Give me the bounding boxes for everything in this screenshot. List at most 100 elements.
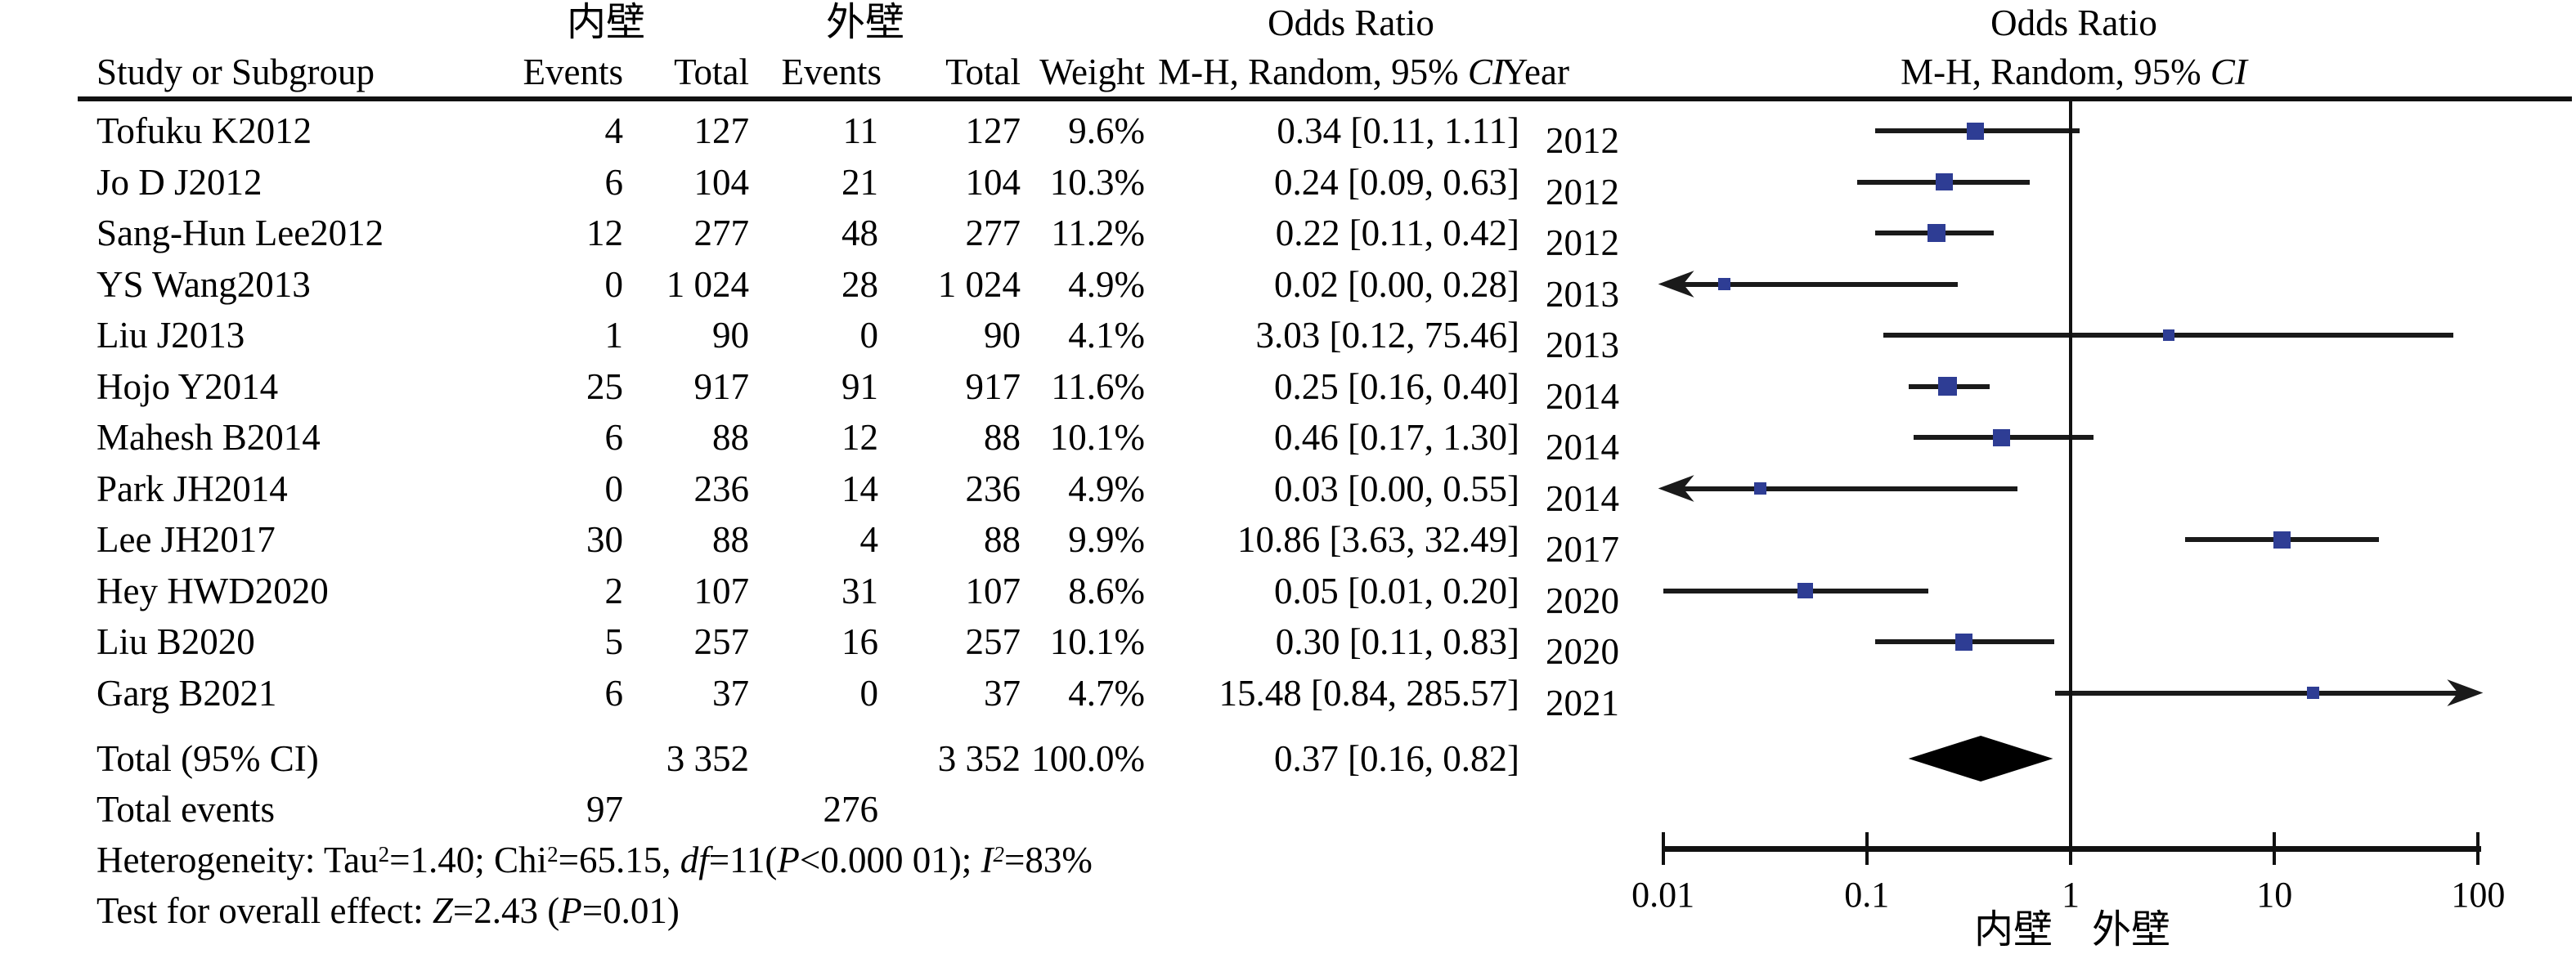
or-ci-text: 10.86 [3.63, 32.49]: [1237, 519, 1519, 560]
year-value: 2012: [1546, 120, 1619, 161]
axis-tick: [2476, 832, 2480, 865]
col-header-events-inner: Events: [523, 52, 623, 92]
total-outer-n: 3 352: [937, 738, 1021, 779]
total-inner: 277: [693, 213, 750, 253]
events-outer: 31: [841, 570, 878, 611]
year-value: 2017: [1546, 529, 1619, 570]
axis-tick-label: 100: [2451, 875, 2506, 915]
het-p-italic: P: [777, 840, 800, 880]
het-text: =65.15,: [558, 840, 680, 880]
study-name: Tofuku K2012: [96, 110, 312, 151]
weight-value: 11.6%: [1051, 365, 1145, 407]
weight-value: 10.1%: [1049, 621, 1145, 662]
weight-value: 8.6%: [1068, 570, 1145, 611]
total-inner: 917: [693, 365, 750, 407]
or-ci-text: 0.46 [0.17, 1.30]: [1274, 417, 1519, 458]
test-text: =2.43 (: [452, 890, 560, 931]
study-name: Liu J2013: [96, 315, 245, 356]
events-inner: 1: [604, 315, 624, 356]
study-name: Jo D J2012: [96, 161, 263, 203]
year-value: 2013: [1546, 325, 1619, 365]
het-df-italic: df: [680, 840, 709, 880]
study-name: Sang-Hun Lee2012: [96, 213, 384, 253]
pooled-effect-diamond: [1908, 736, 2053, 782]
null-effect-line: [2069, 101, 2072, 849]
total-inner: 107: [693, 570, 750, 611]
axis-tick-label: 10: [2256, 875, 2293, 915]
mh-ci-right-italic: CI: [2210, 52, 2247, 92]
effect-marker: [1966, 122, 1984, 140]
total-outer: 104: [965, 161, 1021, 203]
total-outer: 1 024: [937, 263, 1021, 305]
ci-line: [1672, 281, 1959, 287]
col-header-study: Study or Subgroup: [96, 52, 375, 92]
total-outer: 236: [965, 468, 1021, 509]
events-inner: 4: [604, 110, 624, 151]
total-events-inner: 97: [586, 789, 623, 830]
study-name: Hey HWD2020: [96, 570, 329, 611]
total-inner: 90: [712, 315, 749, 356]
events-outer: 91: [841, 365, 878, 407]
total-inner: 88: [712, 417, 749, 458]
or-ci-text: 0.05 [0.01, 0.20]: [1274, 570, 1519, 611]
total-inner-n: 3 352: [666, 738, 749, 779]
weight-value: 4.1%: [1068, 315, 1145, 356]
mh-ci-prefix: M-H, Random, 95%: [1158, 52, 1468, 92]
overall-effect-line: Test for overall effect: Z=2.43 (P=0.01): [96, 889, 680, 932]
or-ci-text: 0.03 [0.00, 0.55]: [1274, 468, 1519, 509]
events-outer: 11: [842, 110, 878, 151]
events-outer: 4: [859, 519, 879, 560]
events-inner: 0: [604, 468, 624, 509]
axis-tick: [1865, 832, 1869, 865]
events-inner: 25: [586, 365, 623, 407]
year-value: 2014: [1546, 427, 1619, 468]
axis-tick: [2273, 832, 2277, 865]
events-outer: 48: [841, 213, 878, 253]
total-inner: 236: [693, 468, 750, 509]
or-ci-text: 0.34 [0.11, 1.11]: [1277, 110, 1519, 151]
total-inner: 88: [712, 519, 749, 560]
events-inner: 2: [604, 570, 624, 611]
effect-marker: [1797, 583, 1814, 598]
ci-line: [2055, 690, 2469, 696]
year-value: 2013: [1546, 273, 1619, 315]
odds-ratio-title-right: Odds Ratio: [1990, 2, 2157, 43]
study-name: Park JH2014: [96, 468, 288, 509]
het-text: <0.000 01);: [799, 840, 981, 880]
or-ci-text: 0.24 [0.09, 0.63]: [1274, 161, 1519, 203]
study-name: Hojo Y2014: [96, 365, 279, 407]
axis-tick-label: 1: [2062, 875, 2080, 915]
het-sup: 2: [547, 841, 559, 867]
group-header-inner-wall: 内壁: [566, 1, 645, 44]
weight-value: 9.9%: [1068, 519, 1145, 560]
or-ci-text: 0.30 [0.11, 0.83]: [1275, 621, 1519, 662]
events-outer: 28: [841, 263, 878, 305]
total-outer: 88: [984, 519, 1021, 560]
test-z-italic: Z: [432, 890, 453, 931]
events-inner: 6: [604, 672, 624, 714]
effect-marker: [2162, 329, 2174, 341]
total-events-label: Total events: [96, 789, 276, 830]
events-outer: 16: [841, 621, 878, 662]
or-ci-text: 0.02 [0.00, 0.28]: [1274, 263, 1519, 305]
effect-marker: [1718, 278, 1731, 290]
col-header-total-inner: Total: [674, 52, 749, 92]
events-inner: 5: [604, 621, 624, 662]
weight-value: 11.2%: [1051, 213, 1145, 253]
axis-tick: [2069, 832, 2072, 865]
ci-line: [1663, 588, 1928, 593]
total-or-ci-text: 0.37 [0.16, 0.82]: [1274, 738, 1519, 779]
total-outer: 917: [965, 365, 1021, 407]
het-i-italic: I: [981, 840, 994, 880]
year-value: 2021: [1546, 682, 1619, 723]
study-name: Mahesh B2014: [96, 417, 321, 458]
total-weight: 100.0%: [1031, 738, 1145, 779]
test-text: Test for overall effect:: [96, 890, 433, 931]
total-inner: 127: [693, 110, 750, 151]
col-header-events-outer: Events: [781, 52, 882, 92]
ci-line: [1672, 486, 2018, 491]
col-header-mh-ci-right: M-H, Random, 95% CI: [1869, 51, 2278, 93]
effect-marker: [1938, 377, 1958, 396]
axis-tick-label: 0.01: [1631, 875, 1695, 915]
effect-marker: [1936, 173, 1954, 190]
